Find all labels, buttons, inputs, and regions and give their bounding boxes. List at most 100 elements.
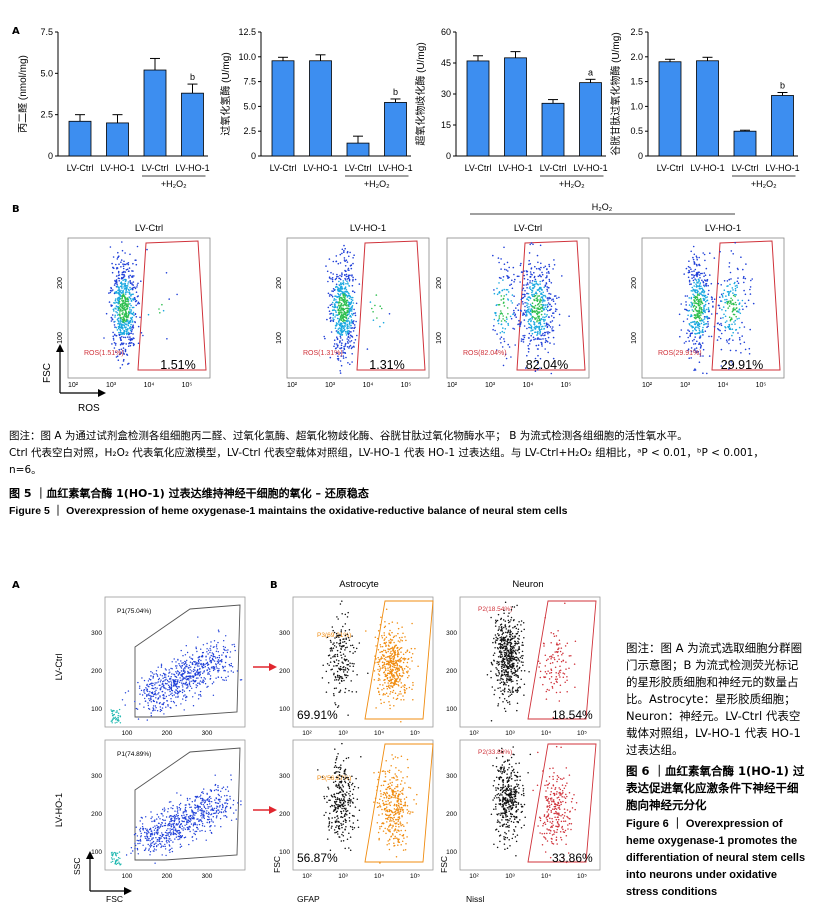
- cell-dot: [517, 649, 519, 652]
- cell-dot: [173, 673, 175, 675]
- cell-dot: [698, 298, 701, 301]
- cell-dot: [338, 327, 341, 329]
- cell-dot: [529, 271, 532, 273]
- cell-dot: [365, 630, 367, 632]
- cell-dot: [509, 633, 511, 635]
- cell-dot: [505, 699, 508, 702]
- cell-dot: [539, 333, 541, 335]
- cell-dot: [531, 287, 534, 289]
- cell-dot: [173, 679, 176, 681]
- cell-dot: [334, 327, 337, 329]
- cell-dot: [383, 634, 386, 636]
- cell-dot: [493, 652, 496, 654]
- cell-dot: [109, 246, 112, 248]
- cell-dot: [351, 310, 353, 312]
- cell-dot: [177, 674, 179, 676]
- cell-dot: [191, 663, 194, 666]
- cell-dot: [705, 296, 707, 299]
- cell-dot: [160, 679, 162, 681]
- cell-dot: [336, 314, 339, 316]
- cell-dot: [692, 288, 695, 291]
- cell-dot: [339, 335, 342, 338]
- cell-dot: [340, 275, 343, 278]
- cell-dot: [180, 673, 182, 676]
- cell-dot: [722, 292, 725, 295]
- cell-dot: [503, 645, 506, 647]
- cell-dot: [386, 656, 389, 658]
- cell-dot: [539, 244, 542, 247]
- cell-dot: [225, 635, 227, 637]
- cell-dot: [217, 669, 219, 672]
- cell-dot: [748, 347, 751, 350]
- cell-dot: [343, 288, 346, 290]
- cell-dot: [495, 314, 497, 317]
- cell-dot: [184, 666, 186, 669]
- category-label: LV-Ctrl: [465, 163, 492, 173]
- cell-dot: [540, 262, 542, 265]
- cell-dot: [728, 342, 730, 345]
- cell-dot: [731, 334, 733, 337]
- cell-dot: [338, 298, 341, 301]
- cell-dot: [505, 665, 508, 668]
- cell-dot: [732, 302, 735, 305]
- cell-dot: [502, 646, 505, 648]
- cell-dot: [130, 332, 132, 334]
- cell-dot: [381, 661, 384, 663]
- cell-dot: [378, 693, 381, 696]
- cell-dot: [702, 331, 705, 333]
- cell-dot: [520, 678, 522, 681]
- cell-dot: [116, 329, 119, 331]
- cell-dot: [212, 659, 215, 661]
- cell-dot: [127, 305, 129, 307]
- cell-dot: [512, 680, 514, 682]
- cell-dot: [535, 310, 537, 312]
- cell-dot: [534, 283, 536, 286]
- cell-dot: [117, 359, 120, 361]
- cell-dot: [337, 302, 340, 304]
- cell-dot: [713, 325, 716, 328]
- cell-dot: [565, 661, 567, 663]
- cell-dot: [341, 326, 343, 328]
- cell-dot: [700, 287, 702, 290]
- cell-dot: [698, 327, 700, 330]
- cell-dot: [700, 346, 702, 348]
- cell-dot: [739, 312, 742, 315]
- cell-dot: [372, 311, 374, 313]
- cell-dot: [148, 698, 150, 700]
- y-tick-label: 2.0: [630, 52, 643, 62]
- cell-dot: [550, 681, 552, 684]
- cell-dot: [218, 654, 220, 657]
- gate-label: ROS(1.51%): [84, 350, 124, 357]
- cell-dot: [391, 653, 393, 655]
- cell-dot: [120, 285, 123, 288]
- cell-dot: [533, 276, 536, 279]
- cell-dot: [115, 282, 118, 284]
- cell-dot: [705, 315, 708, 318]
- cell-dot: [110, 320, 113, 322]
- cell-dot: [503, 295, 505, 297]
- cell-dot: [213, 668, 215, 670]
- cell-dot: [219, 660, 222, 662]
- cell-dot: [201, 665, 203, 668]
- cell-dot: [393, 647, 396, 649]
- cell-dot: [539, 357, 542, 360]
- cell-dot: [529, 263, 532, 265]
- bar: [658, 61, 682, 157]
- cell-dot: [345, 637, 347, 639]
- cell-dot: [550, 641, 552, 644]
- cell-dot: [390, 685, 392, 688]
- cell-dot: [518, 319, 520, 322]
- cell-dot: [546, 276, 548, 278]
- cell-dot: [688, 279, 691, 282]
- cell-dot: [533, 299, 536, 302]
- cell-dot: [123, 358, 125, 361]
- cell-dot: [182, 673, 184, 675]
- cell-dot: [121, 699, 124, 701]
- cell-dot: [123, 336, 125, 339]
- cell-dot: [750, 279, 752, 282]
- plot-frame: [104, 596, 246, 728]
- cell-dot: [688, 304, 691, 306]
- cell-dot: [697, 271, 699, 274]
- cell-dot: [551, 687, 554, 689]
- cell-dot: [401, 626, 403, 628]
